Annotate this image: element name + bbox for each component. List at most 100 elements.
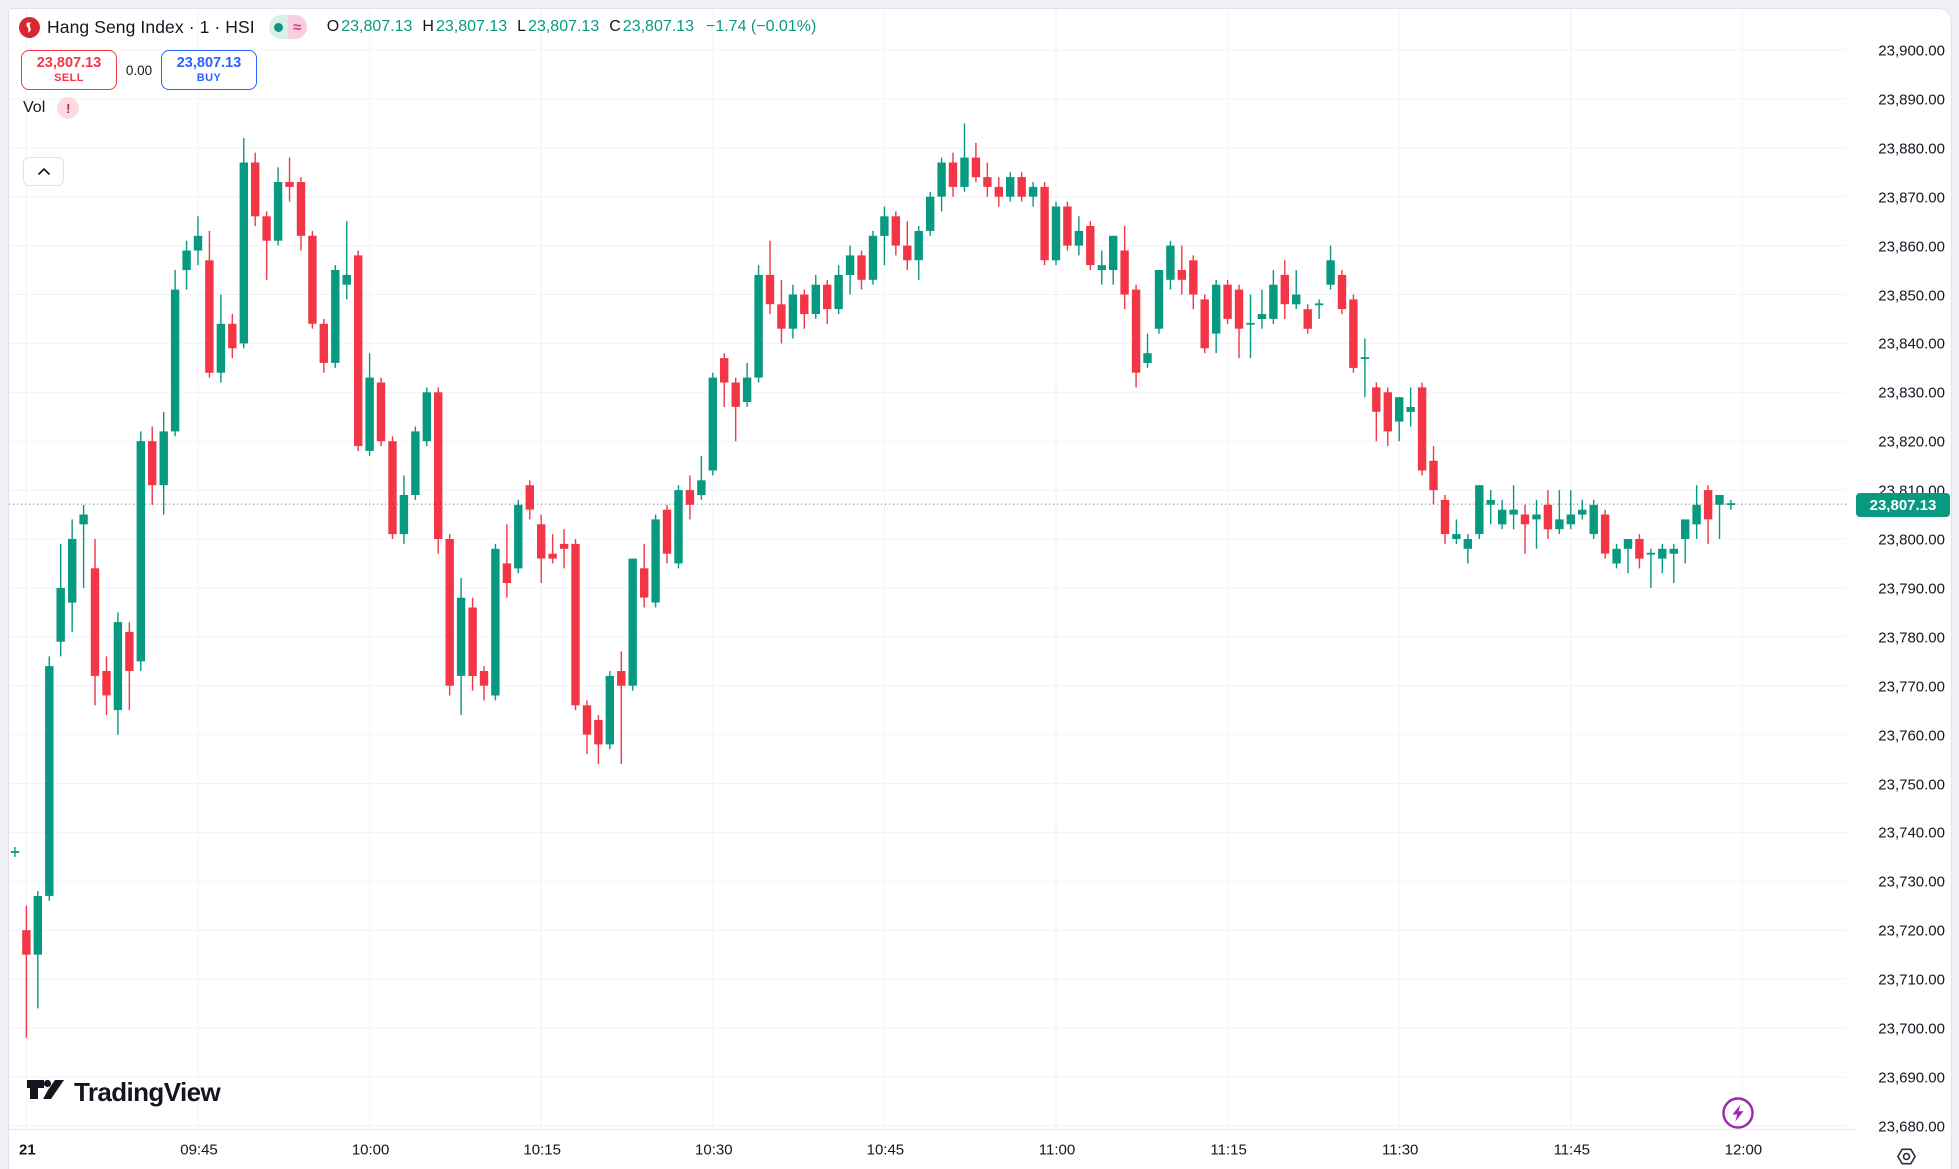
candle (525, 480, 534, 520)
vol-alert-icon[interactable]: ! (57, 97, 80, 119)
candle-body (823, 284, 832, 310)
candle-body (205, 260, 214, 373)
candle (1681, 519, 1690, 564)
tradingview-logo-icon (27, 1079, 64, 1099)
candle (1074, 216, 1084, 256)
candle (800, 289, 809, 329)
candle (983, 162, 992, 197)
candle-body (1200, 299, 1209, 349)
candle-body (1440, 499, 1450, 535)
candle (1131, 284, 1141, 388)
candle (834, 265, 843, 315)
candle-body (1555, 519, 1564, 530)
candle (1314, 299, 1324, 319)
candle-body (617, 671, 626, 686)
high-key: H (422, 18, 434, 35)
candle (1429, 446, 1438, 505)
candle (296, 177, 306, 251)
candle-body (182, 250, 191, 271)
low-value: 23,807.13 (528, 18, 600, 35)
candle (742, 362, 752, 407)
flash-order-button[interactable] (1721, 1096, 1755, 1130)
candle-body (1246, 322, 1255, 325)
candle-body (136, 441, 145, 662)
y-axis-label: 23,840.00 (1878, 335, 1945, 353)
candle (1349, 294, 1358, 373)
y-axis-label: 23,890.00 (1878, 91, 1945, 109)
candle-body (914, 230, 923, 261)
candle-body (1166, 245, 1175, 280)
candle (1372, 382, 1381, 442)
candle-body (239, 162, 248, 344)
candle (1440, 494, 1450, 544)
collapse-panel-button[interactable] (23, 157, 64, 186)
candle (1612, 543, 1621, 569)
candle-body (1212, 284, 1221, 334)
tradingview-logo-text: TradingView (74, 1077, 221, 1107)
candle (1166, 240, 1175, 290)
x-axis-label: 11:30 (1381, 1141, 1419, 1159)
candle (1086, 221, 1095, 271)
candle (1212, 279, 1221, 354)
symbol-title[interactable]: Hang Seng Index · 1 · HSI (47, 16, 255, 37)
candle (1040, 182, 1049, 266)
symbol-legend[interactable]: Hang Seng Index · 1 · HSI ≈ O 23,807.13 H… (19, 11, 816, 43)
volume-indicator-row[interactable]: Vol ! (23, 97, 80, 119)
x-axis-label: 11:15 (1210, 1141, 1247, 1159)
candle (1555, 490, 1564, 535)
candle (1715, 494, 1724, 539)
candle-body (1429, 460, 1438, 491)
candle (960, 123, 969, 192)
candle (914, 226, 923, 280)
candle (594, 715, 603, 764)
candle (68, 519, 77, 632)
candle-body (1475, 485, 1484, 535)
x-axis-label: 10:15 (523, 1141, 561, 1159)
candle-body (685, 490, 695, 505)
candle (1692, 485, 1701, 539)
candle (948, 152, 958, 197)
x-axis-label: 10:00 (351, 1141, 390, 1159)
candle (1600, 509, 1610, 559)
candle-body (1520, 514, 1530, 525)
candle (273, 167, 283, 246)
price-axis[interactable]: 23,807.13 23,680.00 23,690.00 23,700.00 23,… (1855, 9, 1951, 1169)
buy-button[interactable]: 23,807.13 BUY (161, 50, 257, 90)
y-axis-label: 23,680.00 (1878, 1118, 1945, 1136)
candle-body (1349, 299, 1358, 368)
y-axis-label: 23,850.00 (1878, 287, 1945, 304)
candle-body (456, 597, 466, 676)
high-value: 23,807.13 (435, 18, 508, 35)
vol-label: Vol (23, 99, 46, 116)
last-price-tag[interactable]: 23,807.13 (1856, 493, 1950, 518)
trade-panel: 23,807.13 SELL 0.00 23,807.13 BUY (21, 50, 257, 90)
candle-body (1623, 539, 1633, 549)
candle-body (434, 392, 443, 539)
axis-settings-button[interactable] (1893, 1143, 1919, 1169)
chart-panel: Hang Seng Index · 1 · HSI ≈ O 23,807.13 H… (8, 8, 1952, 1169)
candle-body (1692, 504, 1701, 525)
candle-body (1612, 548, 1621, 564)
y-axis-label: 23,790.00 (1878, 580, 1945, 598)
y-axis-label: 23,700.00 (1878, 1020, 1945, 1038)
sell-button[interactable]: 23,807.13 SELL (21, 50, 117, 90)
candle (1486, 490, 1495, 525)
candle-body (1223, 284, 1232, 319)
candle (239, 138, 248, 349)
candle-body (651, 519, 660, 603)
data-status-badge[interactable]: ≈ (268, 15, 307, 39)
candle (845, 245, 855, 295)
candle-body (502, 563, 512, 583)
candle (777, 279, 786, 344)
candle-body (548, 553, 557, 559)
candle-body (1086, 226, 1095, 266)
tradingview-branding[interactable]: TradingView (27, 1077, 221, 1108)
candle-body (1257, 314, 1267, 319)
y-axis-label: 23,760.00 (1878, 727, 1945, 745)
candlestick-plot[interactable] (9, 9, 1847, 1129)
time-axis[interactable]: 21 09:45 10:00 10:15 10:30 10:45 11:00 11:15 11:… (9, 1129, 1855, 1169)
candle-body (308, 235, 317, 324)
candle-body (742, 377, 752, 402)
candle (1154, 270, 1164, 334)
candle (514, 499, 523, 574)
